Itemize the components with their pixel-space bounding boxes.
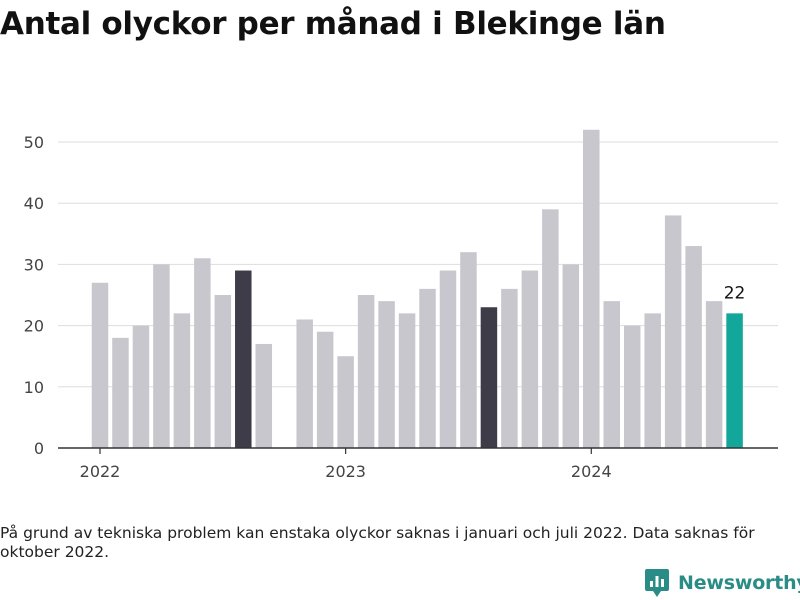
x-tick-label: 2024 <box>571 462 612 481</box>
data-label: 22 <box>724 283 746 303</box>
x-tick-label: 2022 <box>80 462 121 481</box>
bar-2023-01 <box>337 356 354 448</box>
bar-2022-02 <box>112 337 129 448</box>
y-tick-label: 10 <box>24 378 44 397</box>
bar-2023-08 <box>480 307 498 448</box>
bar-2022-03 <box>132 325 150 448</box>
bar-2024-08 <box>726 313 743 448</box>
bar-2022-04 <box>153 264 170 448</box>
bar-2024-04 <box>644 313 661 448</box>
footnote: På grund av tekniska problem kan enstaka… <box>0 524 755 561</box>
bars <box>91 129 743 448</box>
bar-2024-02 <box>603 301 620 448</box>
bar-2022-12 <box>316 331 334 448</box>
bar-2023-11 <box>542 209 559 448</box>
brand-name: Newsworthy <box>678 572 800 594</box>
bar-2023-02 <box>357 295 375 448</box>
bar-2023-04 <box>398 313 416 448</box>
y-tick-label: 20 <box>24 317 44 336</box>
bar-2024-07 <box>705 301 723 448</box>
bar-2024-01 <box>583 129 600 448</box>
y-tick-label: 30 <box>24 255 44 274</box>
bar-2023-07 <box>460 252 477 448</box>
bar-2022-01 <box>91 282 109 448</box>
axes <box>58 447 778 454</box>
x-tick-label: 2023 <box>325 462 366 481</box>
bar-2023-09 <box>501 288 518 448</box>
bar-2024-03 <box>623 325 641 448</box>
bar-2024-06 <box>685 246 702 448</box>
bar-2022-09 <box>255 343 273 448</box>
labels: 0 10 20 30 40 50 2022 2023 2024 22 <box>24 133 746 481</box>
bar-2022-08 <box>235 270 252 448</box>
bar-2022-11 <box>296 319 313 448</box>
bar-2022-07 <box>214 295 232 448</box>
bar-2024-05 <box>664 215 682 448</box>
chart-title: Antal olyckor per månad i Blekinge län <box>0 6 666 42</box>
bar-2023-10 <box>521 270 539 448</box>
bar-2023-06 <box>439 270 457 448</box>
bar-2022-06 <box>194 258 211 448</box>
y-tick-label: 50 <box>24 133 44 152</box>
bar-2022-05 <box>173 313 191 448</box>
bar-2023-12 <box>562 264 580 448</box>
newsworthy-logo-icon <box>645 569 669 597</box>
y-tick-label: 0 <box>34 439 44 458</box>
brand-logo[interactable]: Newsworthy <box>645 569 800 597</box>
y-tick-label: 40 <box>24 194 44 213</box>
bar-2023-03 <box>378 301 395 448</box>
bar-2023-05 <box>419 288 436 448</box>
